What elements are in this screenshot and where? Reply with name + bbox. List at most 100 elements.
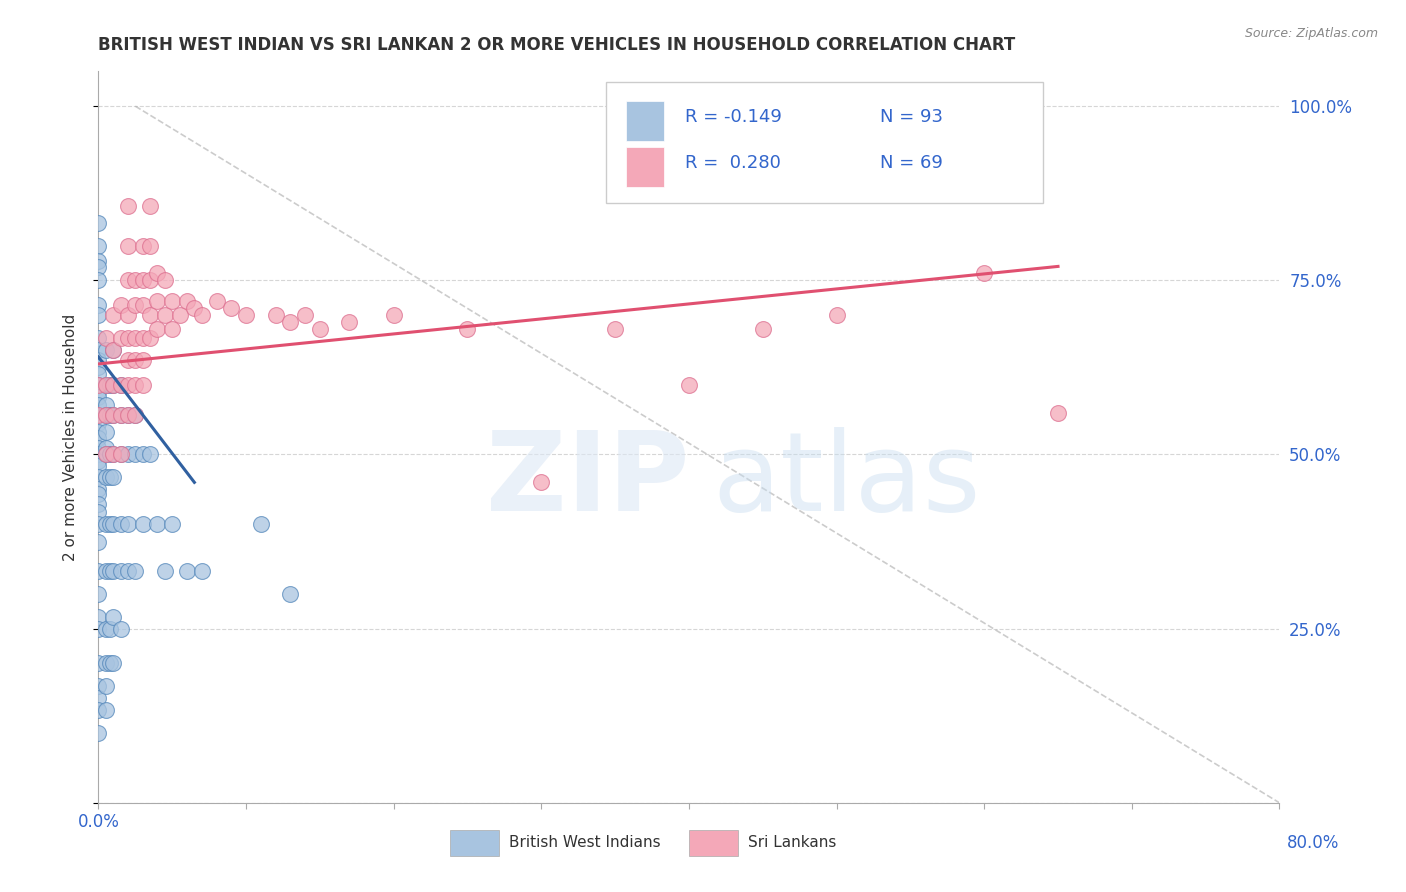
Point [87, 454, 110, 468]
Text: N = 93: N = 93 [880, 108, 943, 126]
Point [98, 470, 121, 484]
FancyBboxPatch shape [626, 101, 664, 141]
Point [124, 564, 146, 578]
Point [87, 331, 110, 345]
Point [87, 368, 110, 382]
Point [94, 517, 117, 532]
Point [1046, 406, 1069, 420]
Point [117, 238, 139, 252]
Text: Source: ZipAtlas.com: Source: ZipAtlas.com [1244, 27, 1378, 40]
Point [278, 587, 302, 601]
Point [183, 301, 205, 316]
Point [87, 273, 110, 287]
Point [294, 308, 316, 322]
Point [124, 352, 146, 367]
Point [139, 273, 162, 287]
Point [825, 308, 848, 322]
Point [87, 308, 110, 322]
Point [87, 691, 110, 706]
Point [98, 517, 121, 532]
Point [87, 657, 110, 671]
Point [87, 470, 110, 484]
Point [103, 377, 125, 392]
Point [124, 377, 146, 392]
Point [132, 377, 155, 392]
Point [87, 253, 110, 268]
Point [751, 322, 773, 336]
Point [162, 294, 183, 309]
Point [124, 298, 146, 312]
Point [162, 322, 183, 336]
Point [98, 622, 121, 636]
Point [309, 322, 332, 336]
Point [110, 298, 132, 312]
Point [146, 294, 169, 309]
Point [94, 331, 117, 345]
Text: atlas: atlas [713, 427, 981, 534]
Point [94, 448, 117, 462]
Point [87, 298, 110, 312]
Point [117, 517, 139, 532]
Point [146, 517, 169, 532]
Point [235, 308, 257, 322]
Point [110, 517, 132, 532]
Point [94, 622, 117, 636]
Point [117, 409, 139, 423]
Point [103, 448, 125, 462]
Point [124, 448, 146, 462]
Point [87, 483, 110, 497]
Point [87, 409, 110, 423]
Point [117, 564, 139, 578]
Point [87, 398, 110, 412]
Point [94, 398, 117, 412]
Point [87, 384, 110, 399]
Point [94, 425, 117, 439]
Text: Sri Lankans: Sri Lankans [748, 836, 837, 850]
Point [87, 497, 110, 511]
Point [117, 199, 139, 213]
Point [110, 564, 132, 578]
Text: ZIP: ZIP [485, 427, 689, 534]
Point [146, 266, 169, 280]
Point [205, 294, 228, 309]
Point [98, 448, 121, 462]
Point [278, 315, 302, 329]
Point [110, 448, 132, 462]
Point [132, 352, 155, 367]
Point [87, 703, 110, 717]
Point [87, 517, 110, 532]
Point [124, 273, 146, 287]
Text: R =  0.280: R = 0.280 [685, 153, 782, 172]
Point [605, 322, 627, 336]
Point [94, 564, 117, 578]
Point [124, 331, 146, 345]
Point [678, 377, 700, 392]
Text: N = 69: N = 69 [880, 153, 943, 172]
Point [250, 517, 273, 532]
Point [132, 331, 155, 345]
Point [87, 459, 110, 474]
Point [94, 441, 117, 455]
Point [87, 238, 110, 252]
Point [191, 308, 214, 322]
Point [117, 331, 139, 345]
Point [103, 564, 125, 578]
Point [94, 377, 117, 392]
Point [132, 448, 155, 462]
Point [191, 564, 214, 578]
Point [98, 657, 121, 671]
Y-axis label: 2 or more Vehicles in Household: 2 or more Vehicles in Household [63, 313, 77, 561]
Point [162, 517, 183, 532]
Point [117, 409, 139, 423]
Point [103, 517, 125, 532]
Point [176, 294, 198, 309]
Point [153, 564, 176, 578]
Point [146, 322, 169, 336]
Point [94, 409, 117, 423]
Point [87, 486, 110, 500]
Point [110, 409, 132, 423]
Point [973, 266, 995, 280]
Point [94, 409, 117, 423]
Point [87, 215, 110, 229]
Point [153, 308, 176, 322]
